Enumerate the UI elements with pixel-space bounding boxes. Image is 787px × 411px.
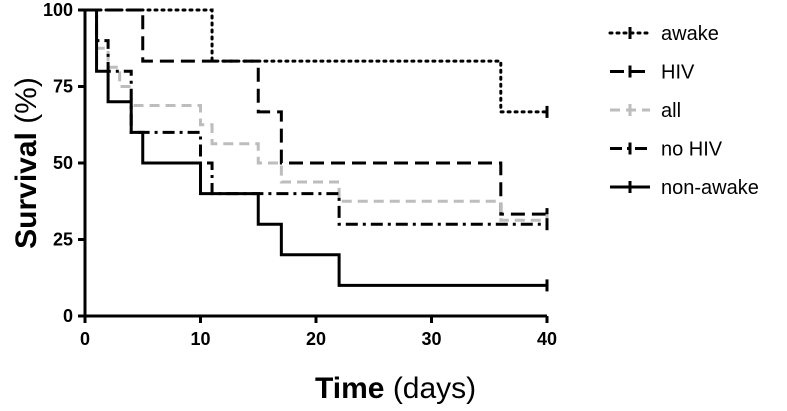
- x-tick-label: 0: [80, 329, 90, 349]
- y-tick-label: 25: [53, 230, 73, 250]
- legend: awake HIV all no HIV non-awake: [608, 23, 759, 199]
- series-line-no-HIV: [85, 8, 547, 226]
- x-axis-title-unit: (days): [384, 372, 476, 405]
- y-axis-title-unit: (%): [10, 77, 43, 132]
- legend-label-all: all: [661, 100, 681, 122]
- x-tick-label: 10: [190, 329, 210, 349]
- y-tick-label: 50: [53, 153, 73, 173]
- y-tick-label: 100: [43, 0, 73, 20]
- legend-label-non-awake: non-awake: [661, 177, 759, 199]
- x-axis-title-main: Time: [315, 372, 384, 405]
- legend-label-no-HIV: no HIV: [661, 139, 723, 161]
- legend-label-awake: awake: [661, 23, 719, 45]
- y-axis: 0 25 50 75 100: [43, 0, 87, 326]
- y-axis-title: Survival (%): [10, 77, 43, 249]
- plot-area: [83, 8, 549, 292]
- series-line-all: [85, 8, 547, 222]
- y-tick-label: 0: [63, 306, 73, 326]
- x-tick-label: 20: [306, 329, 326, 349]
- y-tick-label: 75: [53, 77, 73, 97]
- series-line-non-awake: [85, 8, 547, 287]
- x-tick-label: 30: [421, 329, 441, 349]
- x-tick-label: 40: [537, 329, 557, 349]
- series-line-awake: [83, 8, 549, 114]
- x-axis: 0 10 20 30 40: [80, 314, 557, 349]
- x-axis-title: Time (days): [315, 372, 476, 405]
- series-line-HIV: [85, 8, 547, 216]
- legend-label-HIV: HIV: [661, 62, 695, 84]
- y-axis-title-main: Survival: [10, 132, 43, 249]
